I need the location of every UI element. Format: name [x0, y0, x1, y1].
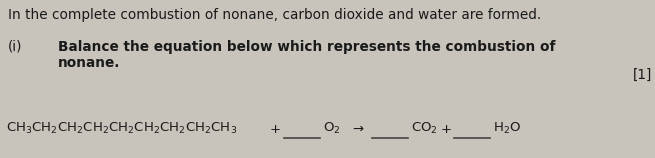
Text: [1]: [1] — [633, 68, 652, 82]
Text: O$_2$: O$_2$ — [323, 121, 341, 136]
Text: CO$_2$: CO$_2$ — [411, 121, 438, 136]
Text: +: + — [270, 123, 281, 136]
Text: H$_2$O: H$_2$O — [493, 121, 521, 136]
Text: In the complete combustion of nonane, carbon dioxide and water are formed.: In the complete combustion of nonane, ca… — [8, 8, 541, 22]
Text: →: → — [352, 123, 363, 136]
Text: CH$_3$CH$_2$CH$_2$CH$_2$CH$_2$CH$_2$CH$_2$CH$_2$CH$_3$: CH$_3$CH$_2$CH$_2$CH$_2$CH$_2$CH$_2$CH$_… — [6, 121, 237, 136]
Text: nonane.: nonane. — [58, 56, 121, 70]
Text: +: + — [441, 123, 452, 136]
Text: Balance the equation below which represents the combustion of: Balance the equation below which represe… — [58, 40, 555, 54]
Text: (i): (i) — [8, 40, 22, 54]
